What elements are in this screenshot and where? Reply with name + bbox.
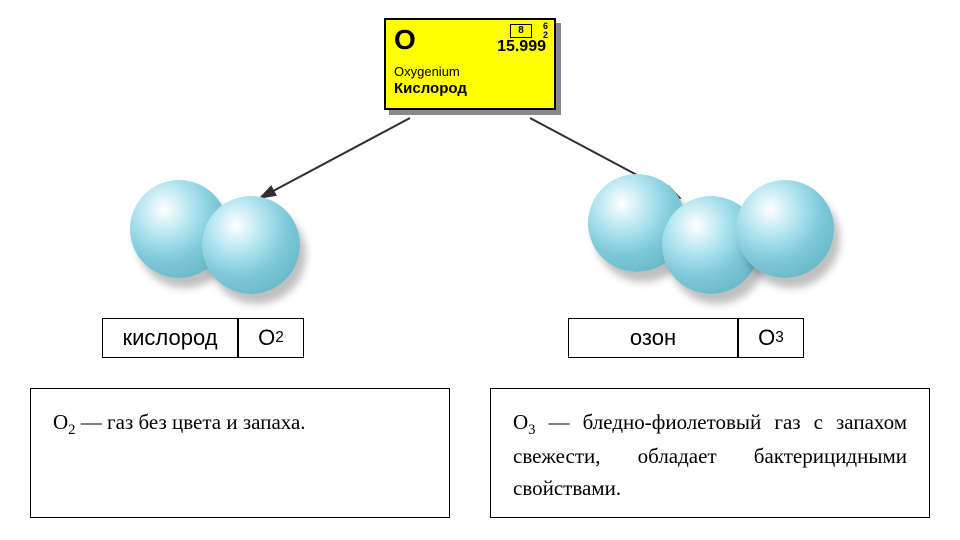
element-symbol: O [394, 24, 416, 56]
latin-name: Oxygenium [394, 64, 460, 79]
ozone-formula-label: O3 [738, 318, 804, 358]
oxygen-description: O2 — газ без цвета и запаха. [30, 388, 450, 518]
atom-sphere [202, 196, 300, 294]
ozone-description: O3 — бледно-фиолетовый газ с запахом све… [490, 388, 930, 518]
oxygen-name-label: кислород [102, 318, 238, 358]
ozone-name-label: озон [568, 318, 738, 358]
oxygen-formula-label: O2 [238, 318, 304, 358]
atomic-number: 8 [510, 24, 532, 38]
atom-sphere [736, 180, 834, 278]
arrow-left [260, 118, 410, 198]
atomic-mass: 15.999 [497, 38, 546, 56]
russian-name: Кислород [394, 80, 467, 97]
element-card: O 8 6 2 15.999 Oxygenium Кислород [384, 18, 556, 110]
